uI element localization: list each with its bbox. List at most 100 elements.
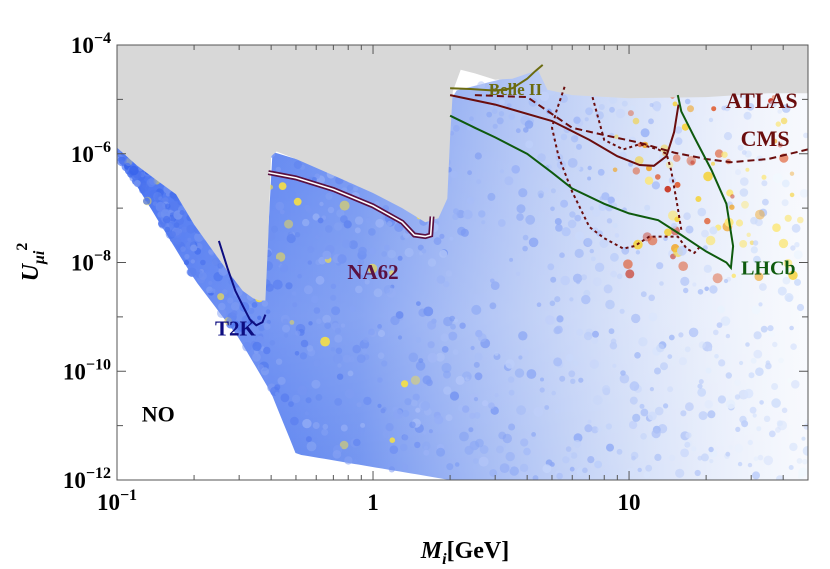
scatter-point: [322, 250, 332, 260]
scatter-point: [295, 330, 301, 336]
scatter-point: [282, 318, 289, 325]
scatter-point: [453, 124, 460, 132]
scatter-point: [375, 218, 385, 228]
scatter-point: [777, 142, 783, 148]
y-axis-title-main: U: [18, 262, 44, 281]
scatter-point: [536, 302, 542, 308]
scatter-point: [708, 117, 714, 123]
scatter-point: [169, 201, 180, 212]
scatter-point: [284, 219, 294, 229]
scatter-point: [718, 359, 726, 367]
scatter-point: [750, 246, 758, 254]
scatter-point: [734, 443, 744, 453]
scatter-point: [381, 251, 388, 257]
scatter-point: [404, 398, 412, 406]
scatter-point: [325, 225, 333, 233]
scatter-point: [584, 237, 593, 247]
scatter-point: [498, 431, 507, 440]
scatter-point: [555, 224, 563, 232]
scatter-point: [412, 393, 420, 401]
scatter-point: [542, 187, 549, 194]
scatter-point: [589, 359, 599, 369]
scatter-point: [332, 353, 343, 364]
scatter-point: [621, 246, 630, 255]
scatter-point: [559, 375, 566, 382]
y-tick-label-exp: −10: [86, 356, 111, 373]
scatter-point: [443, 316, 453, 327]
scatter-point: [737, 461, 743, 467]
scatter-point: [200, 259, 206, 266]
scatter-point: [544, 405, 550, 410]
scatter-point: [587, 456, 595, 464]
scatter-point: [645, 464, 653, 472]
scatter-point: [639, 403, 645, 409]
scatter-point: [591, 426, 599, 434]
scatter-point: [680, 448, 689, 458]
scatter-point: [789, 442, 798, 452]
scatter-point: [377, 329, 386, 338]
scatter-point: [261, 300, 269, 307]
scatter-point: [478, 456, 489, 467]
scatter-point: [731, 273, 736, 278]
scatter-point: [698, 341, 706, 349]
scatter-point: [695, 196, 702, 202]
scatter-point: [643, 471, 650, 479]
scatter-point: [287, 190, 296, 199]
scatter-point: [222, 289, 228, 295]
scatter-point: [569, 211, 576, 218]
scatter-point: [127, 170, 134, 178]
scatter-point: [672, 101, 678, 107]
scatter-point: [331, 306, 341, 316]
scatter-point: [334, 398, 343, 406]
scatter-point: [646, 165, 652, 172]
scatter-point: [723, 278, 729, 284]
scatter-point: [518, 188, 528, 198]
scatter-point: [721, 151, 728, 158]
scatter-point: [473, 412, 481, 419]
scatter-point: [791, 380, 800, 389]
scatter-point: [655, 174, 661, 180]
scatter-point: [492, 123, 498, 129]
scatter-point: [306, 441, 317, 452]
scatter-point: [516, 405, 526, 416]
scatter-point: [257, 315, 262, 320]
scatter-point: [470, 345, 475, 351]
scatter-point: [459, 322, 466, 329]
scatter-point: [133, 180, 141, 187]
scatter-point: [275, 358, 283, 365]
scatter-point: [768, 331, 775, 338]
scatter-point: [354, 216, 364, 225]
scatter-point: [277, 376, 286, 385]
scatter-point: [471, 304, 482, 315]
scatter-point: [422, 441, 431, 450]
scatter-point: [570, 452, 578, 459]
scatter-point: [368, 328, 375, 336]
scatter-point: [663, 236, 668, 242]
scatter-point: [663, 403, 669, 409]
scatter-point: [355, 285, 363, 294]
x-tick-label: 10: [618, 490, 641, 515]
scatter-point: [478, 210, 486, 218]
scatter-point: [402, 409, 410, 418]
scatter-point: [753, 255, 761, 264]
scatter-point: [302, 218, 310, 227]
scatter-point: [775, 427, 781, 433]
scatter-point: [449, 236, 454, 241]
scatter-point: [455, 375, 465, 385]
scatter-point: [728, 444, 734, 450]
scatter-point: [685, 225, 694, 234]
scatter-point: [701, 229, 709, 238]
scatter-point: [504, 176, 514, 186]
scatter-point: [678, 332, 684, 338]
scatter-point: [583, 238, 593, 247]
scatter-point: [450, 170, 458, 179]
scatter-point: [697, 207, 707, 217]
scatter-point: [789, 325, 794, 331]
scatter-point: [509, 257, 514, 262]
scatter-point: [573, 116, 581, 124]
scatter-point: [312, 422, 320, 429]
scatter-point: [291, 291, 297, 296]
scatter-point: [489, 302, 497, 310]
scatter-point: [629, 396, 638, 405]
scatter-point: [664, 228, 672, 237]
